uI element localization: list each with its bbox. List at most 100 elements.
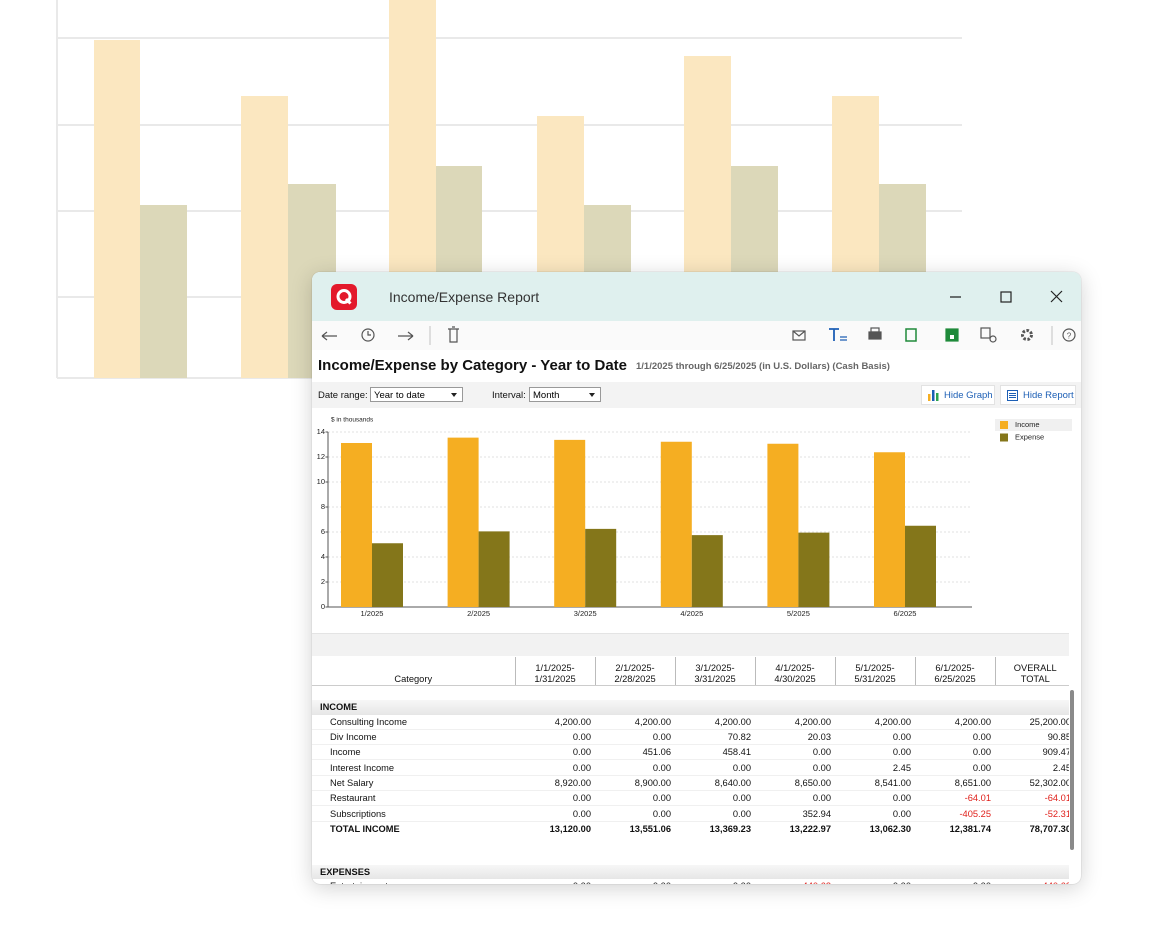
amount-cell: -64.01: [995, 790, 1069, 807]
amount-cell: 0.00: [755, 759, 835, 776]
report-table: Category 1/1/2025- 1/31/2025 2/1/2025- 2/2…: [312, 657, 1069, 884]
report-icon: [1007, 390, 1018, 401]
amount-cell: 4,200.00: [835, 714, 915, 730]
amount-cell: 4,200.00: [755, 714, 835, 730]
amount-cell: 0.00: [755, 790, 835, 807]
x-tick-label: 4/2025: [680, 609, 703, 618]
hide-graph-text: Hide Graph: [944, 390, 993, 401]
amount-cell: 0.00: [595, 878, 675, 884]
amount-cell: 4,200.00: [515, 714, 595, 730]
export-button[interactable]: [905, 328, 917, 342]
amount-cell: 78,707.30: [995, 820, 1069, 836]
graph-icon: [928, 390, 939, 401]
date-range-select[interactable]: Year to date: [370, 387, 463, 402]
category-cell: Subscriptions: [312, 805, 515, 822]
interval-select[interactable]: Month: [529, 387, 601, 402]
category-row: Net Salary 8,920.00 8,900.00 8,640.00 8,650.…: [312, 775, 1069, 792]
amount-cell: -440.63: [995, 878, 1069, 884]
x-tick-label: 3/2025: [574, 609, 597, 618]
x-tick-label: 1/2025: [361, 609, 384, 618]
bar: [798, 532, 830, 607]
legend-highlight: [995, 419, 1072, 431]
toolbar-icons: ?: [321, 326, 1076, 345]
spacer-cell: [312, 686, 1069, 701]
hide-report-button[interactable]: Hide Report: [1000, 385, 1076, 405]
bar: [372, 543, 403, 607]
close-button[interactable]: [1050, 290, 1063, 303]
y-tick-label: 4: [321, 552, 325, 561]
interval-label: Interval:: [492, 390, 526, 401]
maximize-button[interactable]: [1000, 291, 1012, 303]
bar: [874, 452, 905, 607]
column-header: 4/1/2025- 4/30/2025: [754, 657, 835, 686]
category-row: Subscriptions 0.00 0.00 0.00 352.94 0.00 -405.…: [312, 805, 1069, 822]
column-header: 2/1/2025- 2/28/2025: [594, 657, 675, 686]
find-button[interactable]: [980, 327, 991, 339]
print-button[interactable]: [868, 331, 882, 340]
bar: [478, 531, 510, 607]
title-bar: Income/Expense Report: [312, 272, 1081, 321]
amount-cell: -440.63: [755, 878, 835, 884]
spacer-cell: [312, 836, 1069, 850]
x-tick-label: 6/2025: [894, 609, 917, 618]
spacer-cell: [312, 850, 1069, 864]
category-cell: Net Salary: [312, 775, 515, 792]
help-button[interactable]: [1062, 328, 1076, 342]
settings-button[interactable]: [1021, 329, 1033, 341]
report-title: Income/Expense by Category - Year to Dat…: [318, 357, 628, 374]
report-window: Income/Expense Report: [312, 272, 1081, 884]
amount-cell: 0.00: [675, 805, 755, 822]
amount-cell: 0.00: [515, 878, 595, 884]
y-tick-label: 2: [321, 577, 325, 586]
amount-cell: 0.00: [835, 878, 915, 884]
section-heading: INCOME: [312, 700, 1069, 715]
bar: [341, 443, 372, 607]
amount-cell: 458.41: [675, 744, 755, 761]
amount-cell: 2.45: [995, 759, 1069, 776]
y-tick-label: 8: [321, 502, 325, 511]
category-cell: Income: [312, 744, 515, 761]
app-logo[interactable]: [331, 284, 357, 310]
x-tick-label: 2/2025: [467, 609, 490, 618]
column-header: 5/1/2025- 5/31/2025: [834, 657, 915, 686]
amount-cell: 451.06: [595, 744, 675, 761]
category-cell: Div Income: [312, 729, 515, 746]
legend-swatch: [1000, 421, 1008, 429]
bar: [585, 528, 617, 607]
amount-cell: 0.00: [595, 759, 675, 776]
bar: [660, 441, 692, 607]
table-body: INCOME Consulting Income 4,200.00 4,200.00 4…: [312, 686, 1069, 884]
forward-button[interactable]: [398, 331, 414, 341]
amount-cell: 8,920.00: [515, 775, 595, 792]
bar: [554, 439, 586, 607]
back-button[interactable]: [321, 331, 337, 341]
hide-graph-button[interactable]: Hide Graph: [921, 385, 995, 405]
x-tick-label: 5/2025: [787, 609, 810, 618]
section-heading-row: INCOME: [312, 700, 1069, 715]
email-button[interactable]: [792, 330, 806, 341]
spacer-row: [312, 836, 1069, 850]
amount-cell: 0.00: [515, 790, 595, 807]
category-cell: Restaurant: [312, 790, 515, 807]
amount-cell: 13,369.23: [675, 820, 755, 836]
history-button[interactable]: [361, 328, 375, 342]
bar: [447, 437, 479, 607]
spacer-row: [312, 850, 1069, 864]
amount-cell: 90.85: [995, 729, 1069, 746]
delete-button[interactable]: [448, 326, 459, 343]
amount-cell: -52.31: [995, 805, 1069, 822]
amount-cell: 4,200.00: [675, 714, 755, 730]
bg-bar: [94, 40, 140, 378]
window-controls: [950, 290, 1063, 303]
income-expense-chart: $ in thousands 0 2 4 6 8 10 12 14 1/2025 2/2025 3/…: [317, 417, 1072, 618]
amount-cell: 909.47: [995, 744, 1069, 761]
amount-cell: 52,302.00: [995, 775, 1069, 792]
amount-cell: 4,200.00: [915, 714, 995, 730]
scrollbar[interactable]: [1070, 690, 1074, 850]
hide-report-text: Hide Report: [1023, 390, 1074, 401]
amount-cell: 0.00: [515, 759, 595, 776]
font-button[interactable]: [829, 328, 839, 341]
amount-cell: 70.82: [675, 729, 755, 746]
amount-cell: 0.00: [755, 744, 835, 761]
